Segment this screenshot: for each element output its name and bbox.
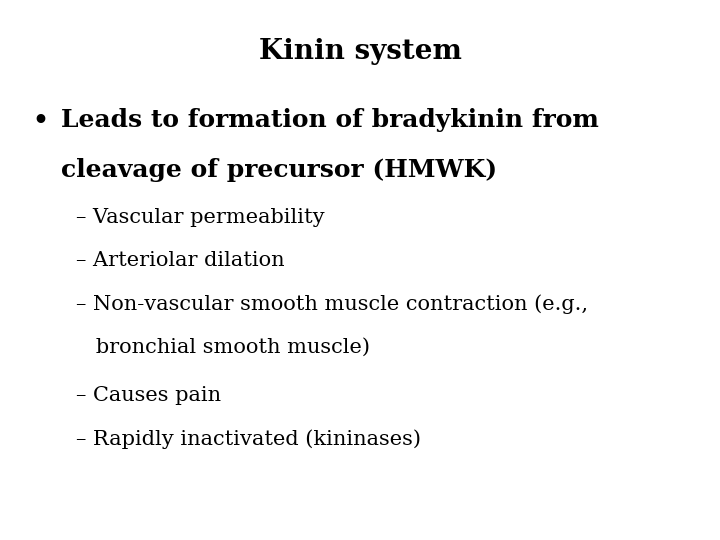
Text: Kinin system: Kinin system xyxy=(258,38,462,65)
Text: •: • xyxy=(32,108,48,132)
Text: – Causes pain: – Causes pain xyxy=(76,386,221,405)
Text: – Arteriolar dilation: – Arteriolar dilation xyxy=(76,251,284,270)
Text: bronchial smooth muscle): bronchial smooth muscle) xyxy=(76,338,369,356)
Text: Leads to formation of bradykinin from: Leads to formation of bradykinin from xyxy=(61,108,599,132)
Text: – Vascular permeability: – Vascular permeability xyxy=(76,208,324,227)
Text: – Non-vascular smooth muscle contraction (e.g.,: – Non-vascular smooth muscle contraction… xyxy=(76,294,588,314)
Text: – Rapidly inactivated (kininases): – Rapidly inactivated (kininases) xyxy=(76,429,420,449)
Text: cleavage of precursor (HMWK): cleavage of precursor (HMWK) xyxy=(61,158,498,182)
